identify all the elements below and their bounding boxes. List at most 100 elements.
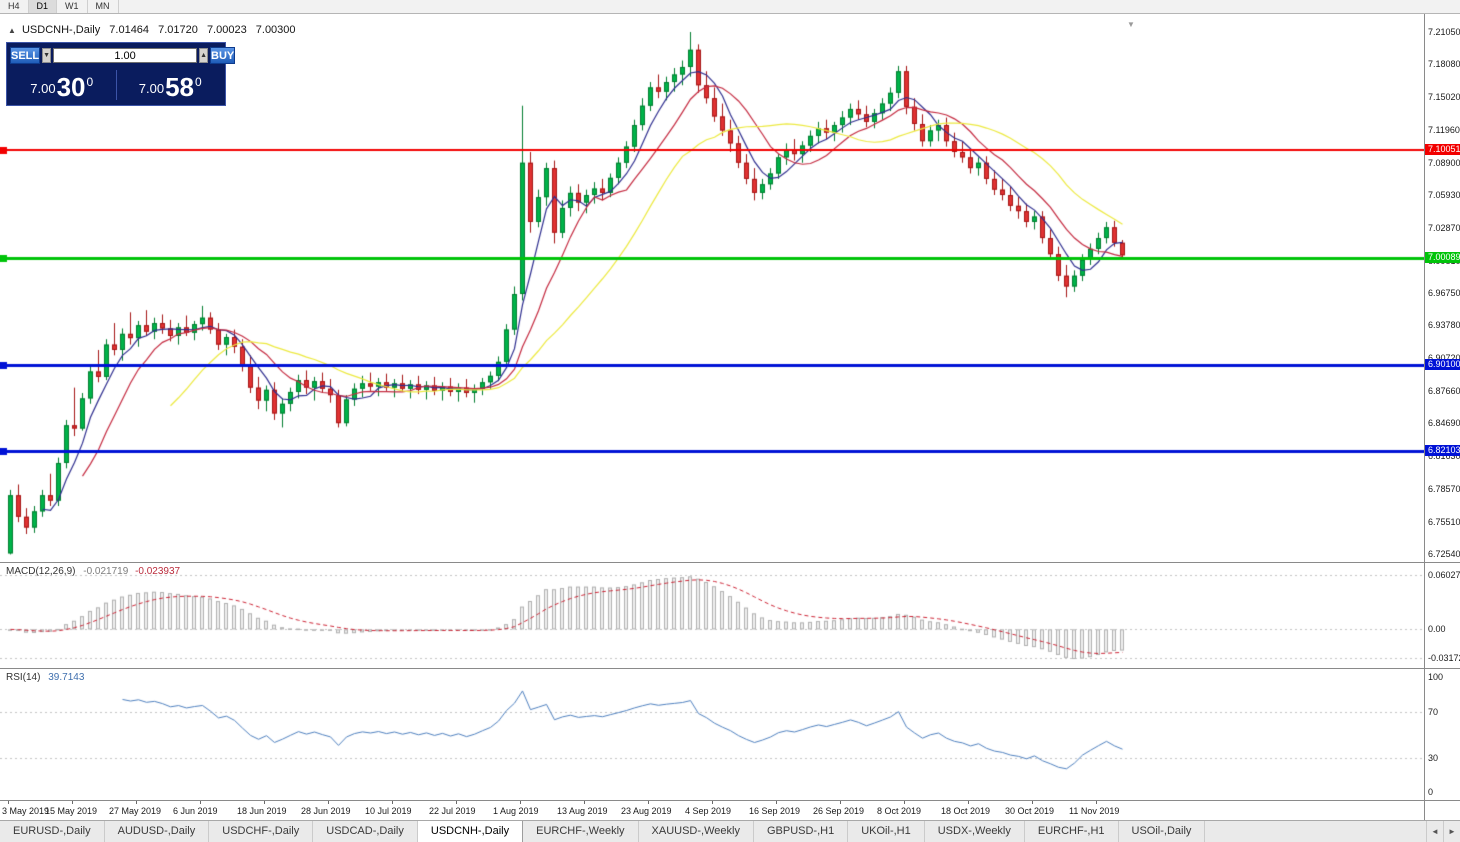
time-axis-label: 27 May 2019 [109,806,162,816]
macd-axis-label: 0.060273 [1428,570,1460,580]
price-axis-label: 6.90720 [1428,353,1460,363]
time-axis-label: 4 Sep 2019 [685,806,732,816]
time-axis-label: 11 Nov 2019 [1069,806,1120,816]
rsi-indicator-canvas[interactable] [0,669,1424,800]
volume-up-button[interactable]: ▲ [199,48,208,63]
price-axis-label: 6.81630 [1428,451,1460,461]
chart-tab-3[interactable]: USDCHF-,Daily [209,821,314,842]
chart-tab-4[interactable]: USDCAD-,Daily [313,821,418,842]
level-price-tag: 6.90100 [1425,359,1460,370]
time-axis-label: 18 Jun 2019 [237,806,287,816]
time-axis-tick [328,801,329,804]
time-axis-tick [776,801,777,804]
pane-separator[interactable] [0,668,1460,669]
price-divider [115,70,117,100]
time-axis-label: 16 Sep 2019 [749,806,801,816]
price-axis-label: 6.99810 [1428,256,1460,266]
rsi-axis-label: 30 [1428,753,1439,763]
time-axis-tick [72,801,73,804]
timeframe-button-mn[interactable]: MN [88,0,119,13]
chart-tab-2[interactable]: AUDUSD-,Daily [104,821,210,842]
time-axis-tick [1032,801,1033,804]
timeframe-toolbar: H4 D1 W1 MN [0,0,1460,14]
chart-tab-5[interactable]: USDCNH-,Daily [417,821,524,842]
pane-separator[interactable] [0,562,1460,563]
price-axis-label: 6.96750 [1428,288,1460,298]
time-axis-label: 10 Jul 2019 [365,806,412,816]
buy-button[interactable]: BUY [210,47,236,64]
price-axis-label: 7.02870 [1428,223,1460,233]
timeframe-button-d1[interactable]: D1 [28,0,58,13]
scroll-to-end-icon[interactable]: ▼ [1127,20,1135,29]
sell-price-point: 0 [86,75,94,89]
chart-tab-7[interactable]: XAUUSD-,Weekly [638,821,754,842]
time-axis-label: 22 Jul 2019 [429,806,476,816]
price-chart-canvas[interactable] [0,14,1424,562]
time-axis-tick [264,801,265,804]
time-axis-line [0,800,1460,801]
price-axis-label: 7.18080 [1428,59,1460,69]
chart-tab-9[interactable]: UKOil-,H1 [848,821,925,842]
buy-price-point: 0 [195,75,202,89]
time-axis-tick [904,801,905,804]
timeframe-button-h4[interactable]: H4 [0,0,29,13]
chart-tab-10[interactable]: USDX-,Weekly [924,821,1025,842]
ohlc-close: 7.00300 [255,24,296,36]
time-axis-label: 28 Jun 2019 [301,806,351,816]
macd-indicator-canvas[interactable] [0,563,1424,668]
ohlc-low: 7.00023 [206,24,247,36]
time-axis-label: 6 Jun 2019 [173,806,218,816]
time-axis-label: 8 Oct 2019 [877,806,922,816]
time-axis-label: 18 Oct 2019 [941,806,991,816]
rsi-axis-label: 100 [1428,672,1444,682]
rsi-label: RSI(14) 39.7143 [6,672,84,683]
time-axis: 3 May 2019 15 May 2019 27 May 2019 6 Jun 20… [0,801,1424,820]
time-axis-label: 23 Aug 2019 [621,806,672,816]
buy-price-pips: 58 [165,72,195,102]
time-axis-label: 13 Aug 2019 [557,806,608,816]
macd-label: MACD(12,26,9) -0.021719 -0.023937 [6,566,180,577]
price-axis-label: 6.93780 [1428,320,1460,330]
price-axis-label: 7.08900 [1428,158,1460,168]
rsi-value: 39.7143 [48,672,85,683]
macd-main-value: -0.021719 [83,566,129,577]
volume-input[interactable] [53,48,198,63]
sell-button[interactable]: SELL [10,47,41,64]
level-price-tag: 7.10051 [1425,144,1460,155]
time-axis-tick [584,801,585,804]
tab-scroll-left-button[interactable]: ◄ [1426,821,1443,842]
chart-tab-12[interactable]: USOil-,Daily [1118,821,1206,842]
macd-signal-value: -0.023937 [135,566,181,577]
chart-tab-11[interactable]: EURCHF-,H1 [1024,821,1119,842]
chart-title: ▲ USDCNH-,Daily 7.01464 7.01720 7.00023 … [8,24,296,36]
time-axis-tick [712,801,713,804]
rsi-axis-label: 70 [1428,707,1439,717]
volume-down-button[interactable]: ▼ [42,48,52,63]
level-price-tag: 7.00089 [1425,252,1460,263]
sell-price-pips: 30 [56,72,86,102]
rsi-name: RSI(14) [6,672,41,683]
macd-name: MACD(12,26,9) [6,566,76,577]
tab-scroll-right-button[interactable]: ► [1443,821,1460,842]
time-axis-tick [136,801,137,804]
timeframe-button-w1[interactable]: W1 [57,0,88,13]
time-axis-tick [456,801,457,804]
buy-price: 7.00 58 0 [119,67,223,103]
price-axis-label: 6.78570 [1428,484,1460,494]
chart-tab-6[interactable]: EURCHF-,Weekly [523,821,639,842]
collapse-icon[interactable]: ▲ [8,26,16,35]
tab-scroll-arrows: ◄ ► [1426,821,1460,842]
buy-price-prefix: 7.00 [138,81,165,96]
sell-price-prefix: 7.00 [30,81,56,96]
time-axis-tick [520,801,521,804]
price-axis-label: 7.11960 [1428,125,1460,135]
chart-tab-8[interactable]: GBPUSD-,H1 [753,821,849,842]
price-axis-label: 6.75510 [1428,517,1460,527]
time-axis-label: 3 May 2019 [2,806,50,816]
chart-tab-1[interactable]: EURUSD-,Daily [0,821,105,842]
time-axis-tick [1096,801,1097,804]
time-axis-tick [8,801,9,804]
time-axis-label: 15 May 2019 [45,806,98,816]
price-axis-label: 6.84690 [1428,418,1460,428]
